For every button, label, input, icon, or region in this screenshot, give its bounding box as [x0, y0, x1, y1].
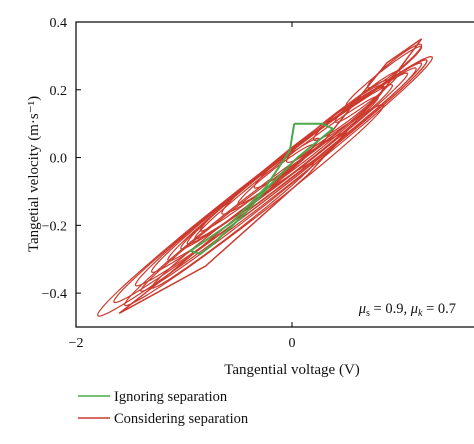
- y-tick-label: 0.0: [50, 152, 68, 167]
- series-line-considering-outline: [118, 38, 423, 315]
- series-line-considering-loop: [199, 137, 320, 232]
- y-tick-label: 0.4: [50, 16, 68, 31]
- friction-annotation: μs = 0.9, μk = 0.7: [358, 301, 456, 319]
- y-tick-label: 0.2: [50, 84, 68, 99]
- legend: Ignoring separation Considering separati…: [78, 389, 249, 427]
- legend-label-considering: Considering separation: [114, 411, 249, 427]
- tick-marks: [75, 21, 293, 327]
- series-considering-separation: [96, 38, 434, 317]
- x-tick-label: −2: [69, 336, 84, 351]
- series-group: [96, 38, 434, 317]
- x-tick-labels: −202: [69, 336, 296, 351]
- series-line-considering-loop: [345, 45, 423, 107]
- legend-label-ignoring: Ignoring separation: [114, 389, 228, 405]
- series-line-considering-loop: [140, 131, 347, 292]
- y-tick-labels: 0.4 0.2 0.0 −0.2 −0.4: [42, 16, 67, 302]
- series-line-considering-loop: [237, 144, 315, 205]
- series-line-ignoring-separation: [188, 122, 335, 256]
- x-axis-label: Tangential voltage (V): [224, 362, 360, 378]
- y-tick-label: −0.2: [42, 219, 67, 234]
- y-axis-label: Tangetial velocity (m·s⁻¹): [26, 96, 42, 252]
- x-tick-label: 0: [289, 336, 296, 351]
- y-tick-label: −0.4: [42, 287, 67, 302]
- series-line-considering-loop: [186, 83, 394, 245]
- series-line-considering-loop: [123, 103, 385, 307]
